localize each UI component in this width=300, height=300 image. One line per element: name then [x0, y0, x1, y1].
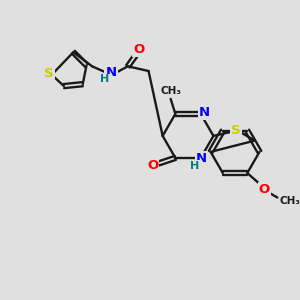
Text: O: O	[259, 184, 270, 196]
Text: CH₃: CH₃	[279, 196, 300, 206]
Text: S: S	[44, 67, 54, 80]
Text: O: O	[147, 159, 158, 172]
Text: CH₃: CH₃	[160, 86, 181, 96]
Text: H: H	[100, 74, 109, 85]
Text: N: N	[196, 152, 207, 165]
Text: S: S	[231, 124, 241, 137]
Text: O: O	[134, 43, 145, 56]
Text: N: N	[199, 106, 210, 118]
Text: H: H	[190, 161, 200, 171]
Text: N: N	[105, 66, 116, 80]
